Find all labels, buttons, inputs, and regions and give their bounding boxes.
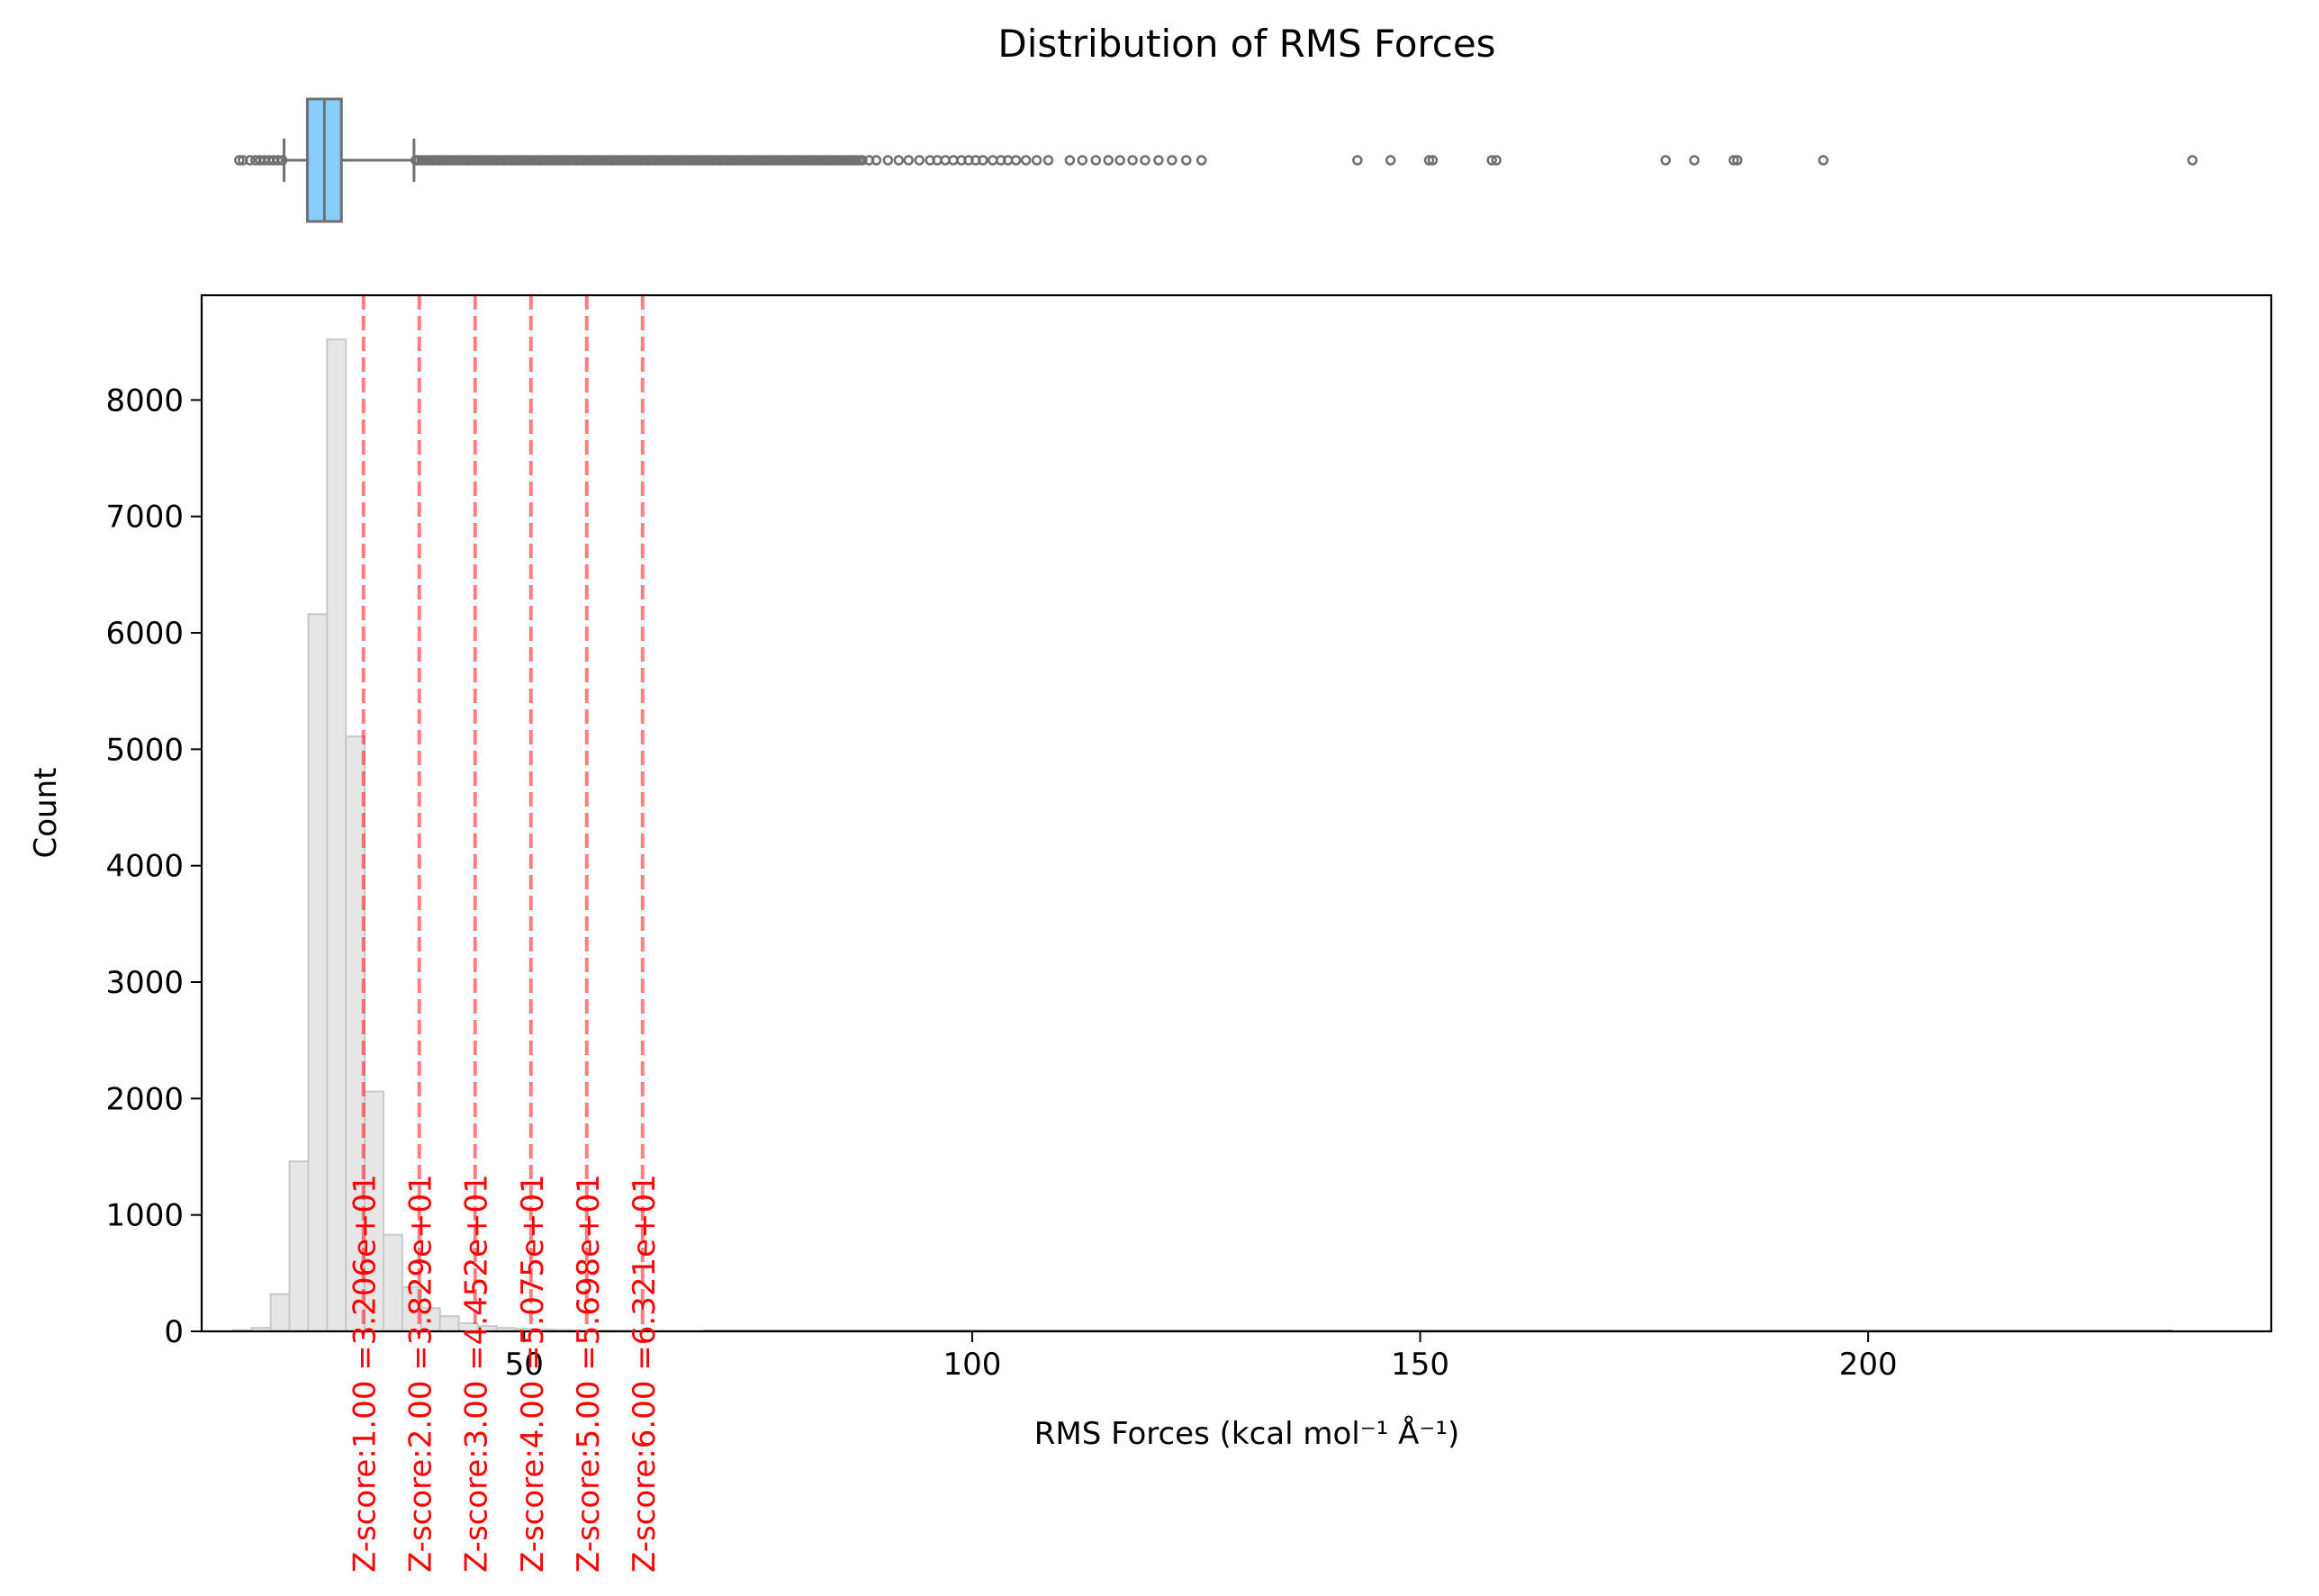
- y-tick-label: 5000: [105, 732, 184, 768]
- x-axis-label: RMS Forces (kcal mol⁻¹ Å⁻¹): [1034, 1415, 1459, 1452]
- boxplot-outlier: [1385, 155, 1396, 166]
- histogram-bar: [269, 1293, 291, 1332]
- boxplot-outlier: [276, 155, 288, 166]
- boxplot-outlier: [244, 155, 256, 166]
- boxplot-outlier: [1153, 155, 1164, 166]
- boxplot-outlier: [1140, 155, 1150, 166]
- boxplot-outlier: [1423, 155, 1435, 166]
- histogram-bar: [288, 1160, 310, 1333]
- boxplot-outlier: [234, 155, 245, 166]
- boxplot-outlier: [1042, 155, 1054, 166]
- zscore-label: Z-score:6.00 =6.321e+01: [627, 1174, 663, 1573]
- y-tick-label: 6000: [105, 616, 184, 652]
- boxplot-outlier: [1020, 155, 1032, 166]
- boxplot-outlier: [1486, 155, 1497, 166]
- boxplot-outlier: [1167, 155, 1178, 166]
- boxplot-outlier: [1127, 155, 1138, 166]
- zscore-label: Z-score:2.00 =3.829e+01: [403, 1174, 439, 1573]
- boxplot-outlier: [1010, 155, 1022, 166]
- boxplot-outlier: [1689, 155, 1700, 166]
- zscore-lines: [361, 295, 645, 1331]
- y-tick-label: 3000: [105, 965, 184, 1001]
- boxplot-outlier: [1427, 155, 1439, 166]
- boxplot-outlier: [1491, 155, 1502, 166]
- histogram-panel: 50 100 150 200 0 1000 2000 3000 4000 5000 6000 700…: [105, 293, 2273, 1573]
- boxplot-outlier: [1732, 155, 1743, 166]
- histogram-bar: [326, 338, 347, 1333]
- y-tick-label: 1000: [105, 1198, 184, 1234]
- boxplot-outlier: [1181, 155, 1192, 166]
- boxplot-outlier: [2187, 155, 2198, 166]
- plot-frame: [200, 293, 2273, 1333]
- boxplot-outlier: [1196, 155, 1207, 166]
- y-tick-label: 2000: [105, 1081, 184, 1117]
- boxplot-outlier: [1077, 155, 1088, 166]
- chart-title: Distribution of RMS Forces: [997, 22, 1495, 66]
- x-tick-label: 200: [1839, 1347, 1898, 1383]
- boxplot-outlier: [1090, 155, 1101, 166]
- boxplot-outlier: [871, 155, 882, 166]
- y-tick-label: 7000: [105, 500, 184, 536]
- zscore-label: Z-score:4.00 =5.075e+01: [515, 1174, 551, 1573]
- zscore-label: Z-score:5.00 =5.698e+01: [571, 1174, 607, 1573]
- boxplot-outlier: [882, 155, 894, 166]
- boxplot-outlier: [1818, 155, 1829, 166]
- histogram-bar: [307, 613, 329, 1332]
- y-axis-label: Count: [28, 768, 64, 859]
- y-axis-ticks: 0 1000 2000 3000 4000 5000 6000 7000 8000: [105, 383, 202, 1350]
- zscore-labels: Z-score:1.00 =3.206e+01 Z-score:2.00 =3.8…: [347, 1174, 663, 1573]
- boxplot-outlier: [272, 155, 284, 166]
- histogram-bar: [383, 1233, 403, 1332]
- boxplot-outlier: [903, 155, 914, 166]
- y-tick-label: 0: [164, 1314, 184, 1350]
- boxplot-outlier: [1114, 155, 1125, 166]
- boxplot-outlier: [978, 155, 988, 166]
- boxplot-outlier: [914, 155, 925, 166]
- histogram-bar: [438, 1315, 460, 1332]
- x-tick-label: 100: [943, 1347, 1001, 1383]
- boxplot-outlier: [1103, 155, 1114, 166]
- zscore-label: Z-score:1.00 =3.206e+01: [347, 1174, 383, 1573]
- boxplot-outlier: [1660, 155, 1671, 166]
- boxplot-panel: [234, 97, 2198, 223]
- boxplot-outlier: [1352, 155, 1363, 166]
- y-tick-label: 8000: [105, 383, 184, 419]
- zscore-label: Z-score:3.00 =4.452e+01: [459, 1174, 495, 1573]
- boxplot-outlier: [1728, 155, 1739, 166]
- x-tick-label: 150: [1391, 1347, 1449, 1383]
- y-tick-label: 4000: [105, 849, 184, 885]
- boxplot-outlier: [1064, 155, 1076, 166]
- boxplot-outlier: [1031, 155, 1042, 166]
- x-tick-label: 50: [505, 1347, 544, 1383]
- x-axis-ticks: 50 100 150 200: [505, 1331, 1898, 1383]
- boxplot-outlier: [857, 155, 868, 166]
- boxplot-outlier: [893, 155, 905, 166]
